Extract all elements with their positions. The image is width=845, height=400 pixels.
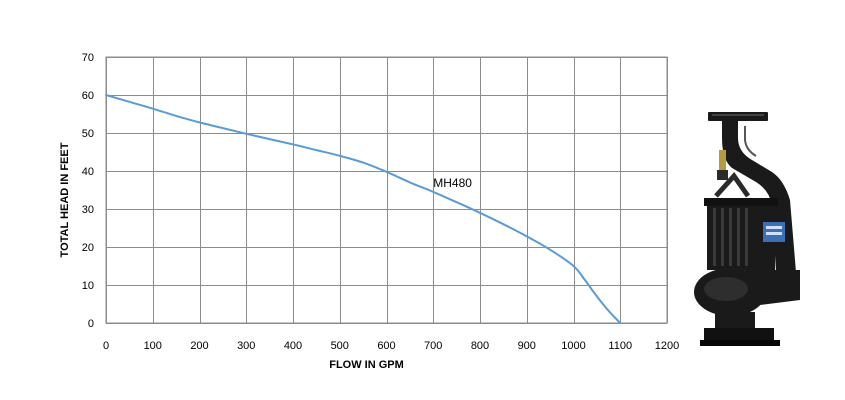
y-tick-label: 40 xyxy=(82,166,94,178)
plot-frame xyxy=(105,56,668,324)
x-tick-label: 600 xyxy=(377,340,395,352)
x-tick-label: 1000 xyxy=(561,340,585,352)
x-tick-label: 200 xyxy=(190,340,208,352)
x-axis-title: FLOW IN GPM xyxy=(329,359,404,371)
x-tick-label: 800 xyxy=(471,340,489,352)
y-tick-label: 10 xyxy=(82,280,94,292)
y-tick-label: 50 xyxy=(82,128,94,140)
y-tick-label: 0 xyxy=(88,318,94,330)
x-tick-label: 100 xyxy=(144,340,162,352)
x-tick-labels: 0 100 200 300 400 500 600 700 800 900 1000 1100 1200 xyxy=(103,340,679,352)
x-tick-label: 400 xyxy=(284,340,302,352)
motor-fins xyxy=(713,208,748,266)
x-tick-label: 1200 xyxy=(655,340,679,352)
x-tick-label: 300 xyxy=(237,340,255,352)
y-tick-label: 30 xyxy=(82,204,94,216)
series-layer: MH480 xyxy=(105,94,622,324)
x-tick-label: 0 xyxy=(103,340,109,352)
y-tick-label: 60 xyxy=(82,90,94,102)
y-axis-title: TOTAL HEAD IN FEET xyxy=(59,142,71,257)
series-line-mh480 xyxy=(105,94,622,324)
y-tick-label: 70 xyxy=(82,52,94,64)
series-label-mh480: MH480 xyxy=(433,176,472,190)
x-tick-label: 1100 xyxy=(608,340,632,352)
y-tick-label: 20 xyxy=(82,242,94,254)
submersible-pump-icon xyxy=(694,112,800,346)
x-tick-label: 700 xyxy=(424,340,442,352)
x-tick-label: 500 xyxy=(331,340,349,352)
x-tick-label: 900 xyxy=(518,340,536,352)
grid-lines xyxy=(106,57,668,324)
y-tick-labels: 0 10 20 30 40 50 60 70 xyxy=(82,52,94,330)
